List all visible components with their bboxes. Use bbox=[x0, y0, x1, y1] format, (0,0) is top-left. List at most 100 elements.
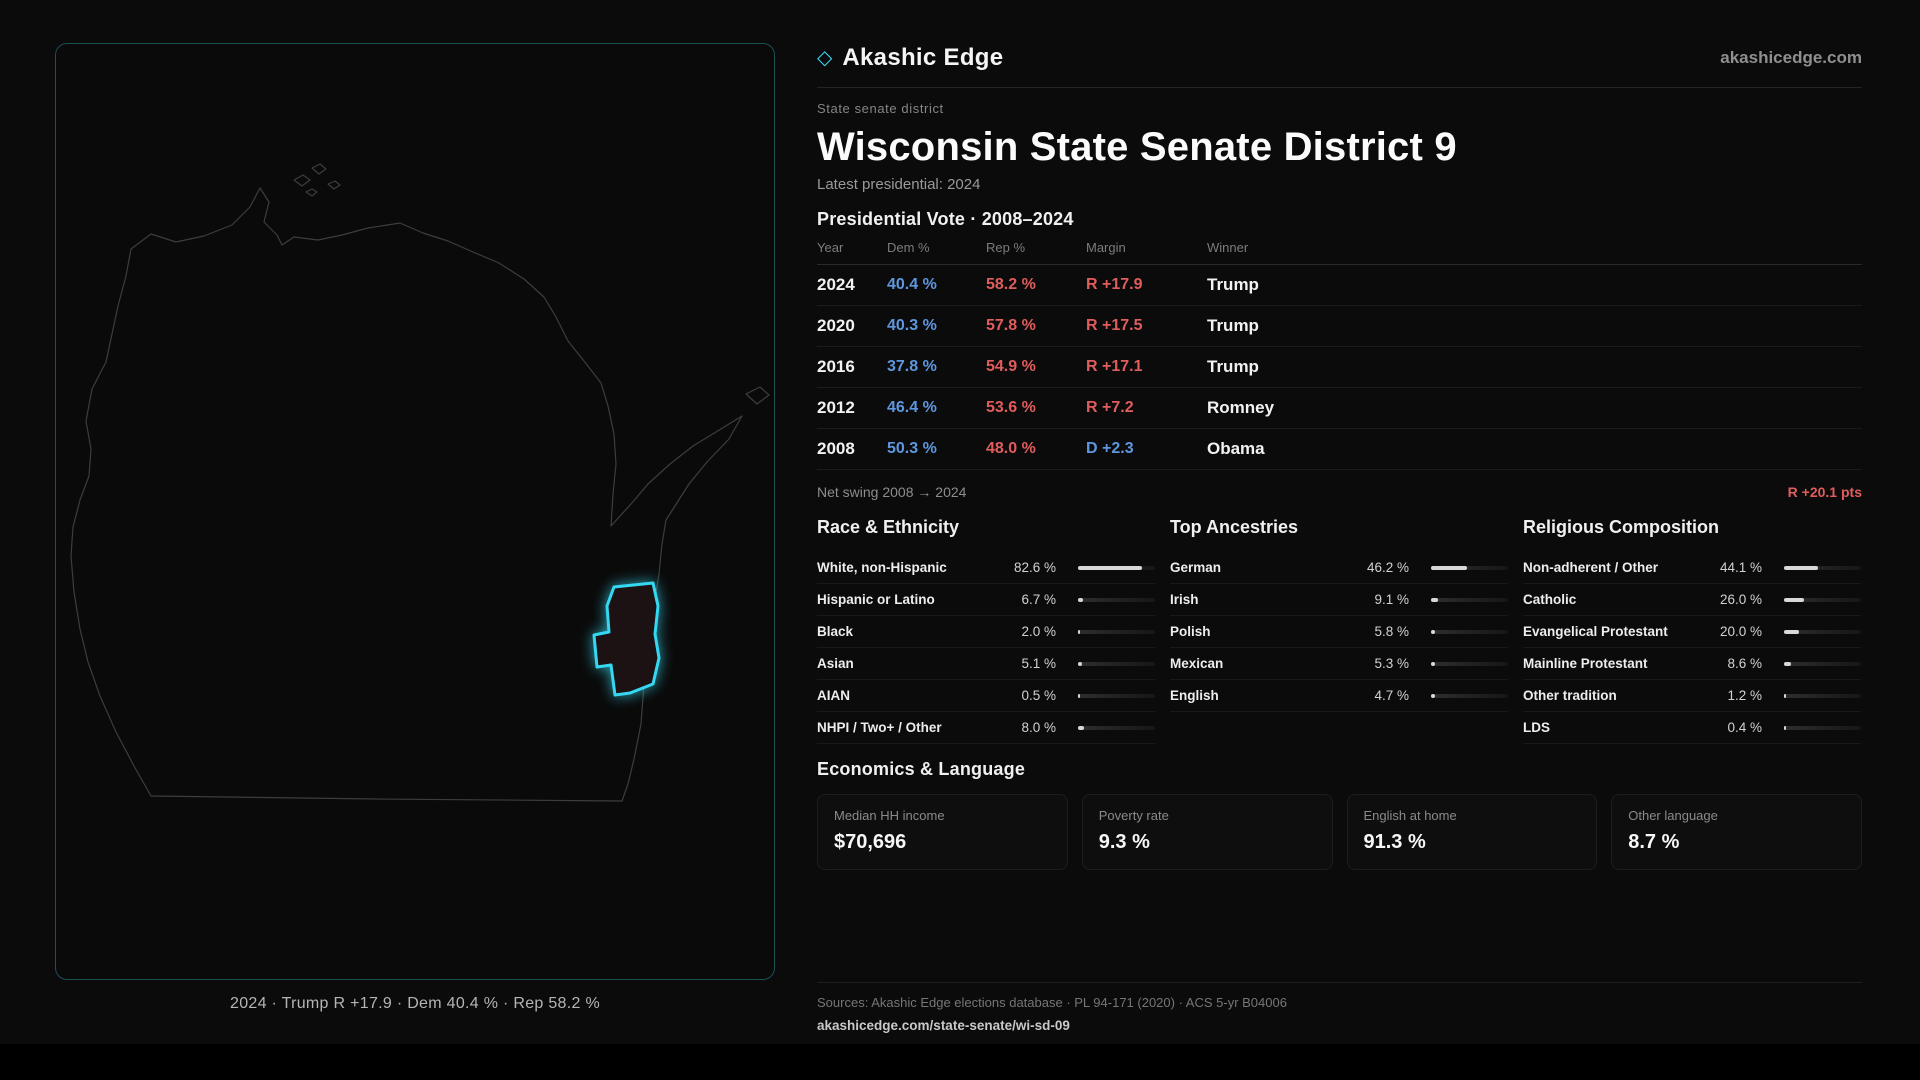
demographic-value: 5.8 % bbox=[1374, 624, 1409, 639]
vote-rep: 48.0 % bbox=[986, 440, 1036, 457]
vote-winner: Trump bbox=[1207, 357, 1259, 376]
vote-table-row: 2012 46.4 % 53.6 % R +7.2 Romney bbox=[817, 388, 1862, 429]
demographic-value: 4.7 % bbox=[1374, 688, 1409, 703]
permalink[interactable]: akashicedge.com/state-senate/wi-sd-09 bbox=[817, 1018, 1070, 1033]
demographic-value: 20.0 % bbox=[1719, 624, 1762, 639]
vote-rep: 54.9 % bbox=[986, 358, 1036, 375]
vote-table-row: 2008 50.3 % 48.0 % D +2.3 Obama bbox=[817, 429, 1862, 470]
demographic-row: Other tradition 1.2 % bbox=[1523, 680, 1861, 712]
economics-card-value: $70,696 bbox=[834, 831, 907, 853]
header: ◇ Akashic Edge akashicedge.com bbox=[817, 43, 1862, 88]
demographic-bar bbox=[1078, 661, 1155, 666]
demographic-label: Other tradition bbox=[1523, 688, 1617, 703]
demographic-row: AIAN 0.5 % bbox=[817, 680, 1155, 712]
state-outline bbox=[70, 187, 743, 802]
demographic-row: White, non-Hispanic 82.6 % bbox=[817, 552, 1155, 584]
demographic-value: 8.6 % bbox=[1727, 656, 1762, 671]
demographic-bar bbox=[1078, 565, 1155, 570]
demographic-label: Black bbox=[817, 624, 854, 639]
demographic-label: German bbox=[1170, 560, 1222, 575]
latest-presidential: Latest presidential: 2024 bbox=[817, 176, 981, 193]
demographic-bar bbox=[1784, 565, 1861, 570]
demographic-row: LDS 0.4 % bbox=[1523, 712, 1861, 744]
demographic-bar-fill bbox=[1784, 661, 1791, 666]
demographic-label: Catholic bbox=[1523, 592, 1577, 607]
demographic-bar bbox=[1431, 565, 1508, 570]
demographic-value: 0.4 % bbox=[1727, 720, 1762, 735]
demographic-value: 2.0 % bbox=[1021, 624, 1056, 639]
demographic-bar-fill bbox=[1078, 597, 1084, 602]
col-rep-header: Rep % bbox=[986, 240, 1026, 255]
economics-card-value: 91.3 % bbox=[1363, 831, 1426, 853]
vote-dem: 50.3 % bbox=[887, 440, 937, 457]
col-winner-header: Winner bbox=[1207, 240, 1249, 255]
demographic-row: German 46.2 % bbox=[1170, 552, 1508, 584]
demographic-bar-fill bbox=[1078, 693, 1080, 698]
demographics-grid: Race & Ethnicity White, non-Hispanic 82.… bbox=[817, 516, 1862, 744]
vote-table-row: 2024 40.4 % 58.2 % R +17.9 Trump bbox=[817, 265, 1862, 306]
demographic-bar-fill bbox=[1431, 661, 1436, 666]
demographic-label: Evangelical Protestant bbox=[1523, 624, 1668, 639]
demographic-bar-fill bbox=[1078, 565, 1142, 570]
demographic-bar-fill bbox=[1431, 565, 1467, 570]
vote-margin: R +17.1 bbox=[1086, 358, 1143, 375]
demographic-bar bbox=[1431, 597, 1508, 602]
demographic-value: 8.0 % bbox=[1021, 720, 1056, 735]
demographic-bar-fill bbox=[1784, 725, 1786, 730]
vote-margin: R +7.2 bbox=[1086, 399, 1134, 416]
demographic-bar bbox=[1784, 597, 1861, 602]
demographic-row: Non-adherent / Other 44.1 % bbox=[1523, 552, 1861, 584]
demographic-value: 26.0 % bbox=[1719, 592, 1762, 607]
demographic-label: Non-adherent / Other bbox=[1523, 560, 1659, 575]
economics-card: Other language 8.7 % bbox=[1611, 794, 1862, 870]
vote-dem: 40.3 % bbox=[887, 317, 937, 334]
demographic-label: Mexican bbox=[1170, 656, 1224, 671]
demographic-bar bbox=[1078, 597, 1155, 602]
demographic-bar-fill bbox=[1078, 661, 1082, 666]
diamond-icon: ◇ bbox=[817, 47, 833, 69]
demographic-row: Evangelical Protestant 20.0 % bbox=[1523, 616, 1861, 648]
net-swing-row: Net swing 2008 → 2024 R +20.1 pts bbox=[817, 470, 1862, 510]
religious-composition-column: Religious Composition Non-adherent / Oth… bbox=[1523, 516, 1861, 744]
wisconsin-map bbox=[70, 163, 770, 802]
brand: ◇ Akashic Edge bbox=[817, 43, 1003, 73]
demographic-row: Asian 5.1 % bbox=[817, 648, 1155, 680]
demographic-bar-fill bbox=[1784, 629, 1800, 634]
demographic-bar bbox=[1784, 693, 1861, 698]
vote-dem: 40.4 % bbox=[887, 276, 937, 293]
demographic-label: White, non-Hispanic bbox=[817, 560, 947, 575]
economics-card: Poverty rate 9.3 % bbox=[1081, 794, 1333, 870]
apostle-island bbox=[305, 188, 318, 197]
vote-table-title: Presidential Vote · 2008–2024 bbox=[817, 209, 1074, 229]
col-margin-header: Margin bbox=[1086, 240, 1126, 255]
district-shape[interactable] bbox=[592, 581, 661, 697]
vote-year: 2016 bbox=[817, 357, 855, 376]
economics-card-value: 8.7 % bbox=[1628, 831, 1680, 853]
economics-card-label: Other language bbox=[1628, 808, 1718, 823]
top-ancestries-column: Top Ancestries German 46.2 % Irish 9.1 %… bbox=[1170, 516, 1508, 744]
vote-margin: D +2.3 bbox=[1086, 440, 1134, 457]
demographic-label: Mainline Protestant bbox=[1523, 656, 1648, 671]
demographic-bar bbox=[1078, 725, 1155, 730]
demographic-label: Irish bbox=[1170, 592, 1199, 607]
demographic-bar-fill bbox=[1431, 693, 1435, 698]
vote-margin: R +17.5 bbox=[1086, 317, 1143, 334]
demographic-bar bbox=[1784, 661, 1861, 666]
vote-winner: Obama bbox=[1207, 439, 1265, 458]
site-domain-link[interactable]: akashicedge.com bbox=[1720, 48, 1862, 67]
vote-dem: 37.8 % bbox=[887, 358, 937, 375]
demographic-bar bbox=[1431, 693, 1508, 698]
vote-year: 2008 bbox=[817, 439, 855, 458]
vote-winner: Romney bbox=[1207, 398, 1275, 417]
apostle-island bbox=[327, 180, 341, 190]
demographic-label: Hispanic or Latino bbox=[817, 592, 935, 607]
kicker: State senate district bbox=[817, 101, 944, 116]
race-ethnicity-column: Race & Ethnicity White, non-Hispanic 82.… bbox=[817, 516, 1155, 744]
vote-rep: 57.8 % bbox=[986, 317, 1036, 334]
demographic-label: Asian bbox=[817, 656, 854, 671]
vote-winner: Trump bbox=[1207, 275, 1259, 294]
col-dem-header: Dem % bbox=[887, 240, 930, 255]
vote-rep: 58.2 % bbox=[986, 276, 1036, 293]
demographic-label: English bbox=[1170, 688, 1219, 703]
